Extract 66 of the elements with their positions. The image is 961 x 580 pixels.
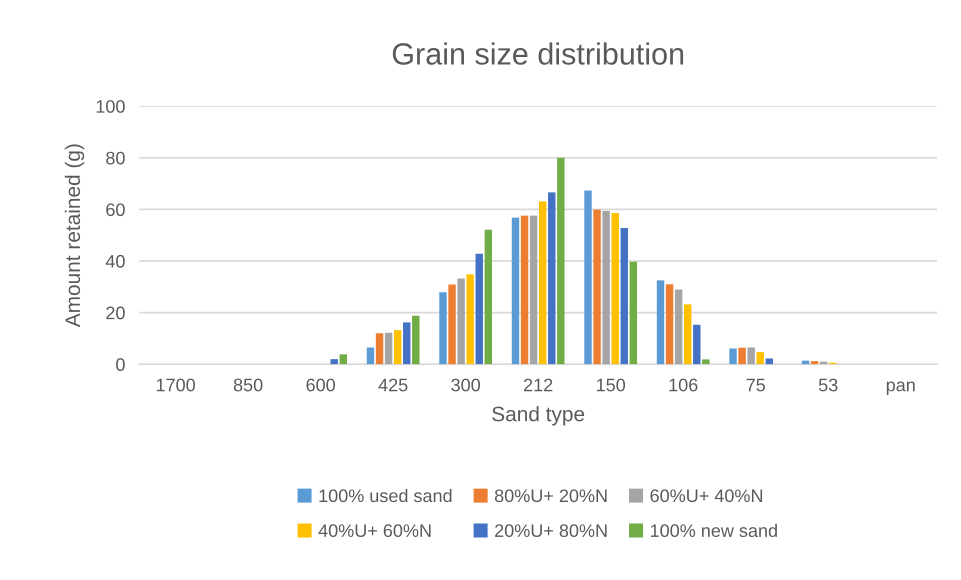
x-tick-label: 75 <box>746 378 765 392</box>
bar <box>674 290 682 364</box>
x-tick-label: 106 <box>670 378 698 392</box>
x-tick-label: 53 <box>818 378 838 392</box>
bar <box>602 210 610 364</box>
bar <box>747 347 755 364</box>
bar <box>802 360 810 364</box>
bar <box>520 216 528 364</box>
bar <box>810 361 818 364</box>
bar <box>729 348 737 364</box>
bar <box>666 284 674 364</box>
bar <box>476 254 483 364</box>
bar <box>611 212 619 364</box>
bar <box>439 292 447 364</box>
bar <box>766 358 774 364</box>
x-axis-title: Sand type <box>492 406 584 426</box>
x-tick-label: 212 <box>524 378 552 392</box>
y-tick-label: 40 <box>106 254 125 268</box>
legend-label: 40%U+ 60%N <box>318 524 431 538</box>
legend-label: 80%U+ 20%N <box>494 489 607 502</box>
legend-label: 100% new sand <box>650 524 777 538</box>
bar <box>584 190 592 364</box>
bar <box>384 332 392 364</box>
bar <box>530 216 538 364</box>
bar <box>656 280 664 364</box>
x-tick-label: 425 <box>378 378 408 392</box>
x-tick-label: pan <box>886 381 915 395</box>
bar <box>512 218 520 364</box>
y-tick-label: 20 <box>106 306 125 320</box>
x-tick-label: 850 <box>234 378 262 392</box>
bar <box>484 230 492 364</box>
x-tick-label: 300 <box>451 378 480 392</box>
bar <box>412 316 420 364</box>
bar <box>593 210 601 364</box>
bar <box>820 362 828 364</box>
legend-label: 60%U+ 40%N <box>650 489 762 502</box>
bar <box>457 278 465 364</box>
bar <box>466 274 474 364</box>
x-tick-label: 150 <box>596 378 626 392</box>
bar <box>693 324 700 364</box>
y-axis-title: Amount retained (g) <box>64 144 84 328</box>
x-tick-label: 600 <box>306 378 335 392</box>
bar <box>366 347 374 364</box>
bar <box>684 304 692 364</box>
y-tick-label: 100 <box>96 100 125 113</box>
bar <box>340 354 347 364</box>
legend-label: 20%U+ 80%N <box>495 524 607 538</box>
legend-label: 100% used sand <box>319 488 452 502</box>
chart-title: Grain size distribution <box>392 42 684 65</box>
bar <box>738 348 746 364</box>
y-tick-label: 80 <box>106 152 125 164</box>
x-tick-label: 1700 <box>156 378 195 392</box>
bar <box>756 352 764 364</box>
bar <box>538 201 546 364</box>
bar <box>394 330 402 364</box>
bar <box>448 284 456 364</box>
y-tick-label: 60 <box>106 203 125 216</box>
bar <box>330 359 338 364</box>
bar <box>557 158 565 364</box>
bar <box>620 228 628 364</box>
bar <box>630 262 638 364</box>
bar <box>376 333 384 364</box>
y-tick-label: 0 <box>116 358 125 371</box>
bar <box>702 359 710 364</box>
bar <box>548 192 556 364</box>
bar <box>403 322 410 364</box>
